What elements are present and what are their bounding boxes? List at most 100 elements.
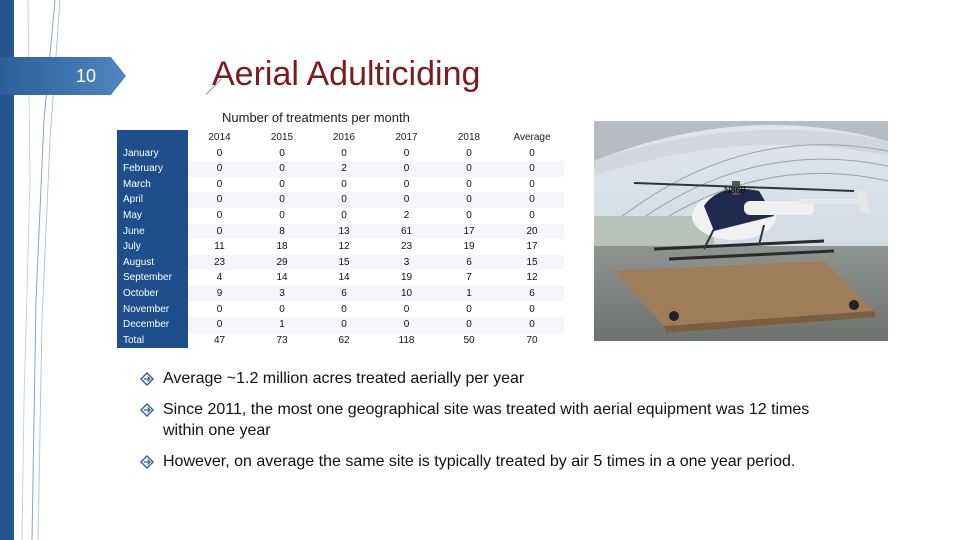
table-cell: 0 bbox=[500, 192, 564, 208]
table-cell: 47 bbox=[188, 332, 251, 349]
table-cell: 20 bbox=[500, 223, 564, 240]
bullet-text: Since 2011, the most one geographical si… bbox=[163, 401, 810, 439]
table-cell: 0 bbox=[438, 145, 500, 162]
table-row: January 0 0 0 0 0 0 bbox=[117, 145, 564, 162]
bullet-item: However, on average the same site is typ… bbox=[140, 451, 840, 472]
table-cell: 0 bbox=[313, 145, 375, 162]
table-row: April 0 0 0 0 0 0 bbox=[117, 192, 564, 208]
table-cell: 0 bbox=[500, 317, 564, 333]
left-accent-bar bbox=[0, 0, 14, 540]
table-cell: 0 bbox=[313, 192, 375, 208]
table-cell: 19 bbox=[375, 270, 438, 286]
table-cell: 2 bbox=[313, 161, 375, 177]
table-cell: 0 bbox=[438, 317, 500, 333]
row-label: May bbox=[117, 207, 188, 224]
table-cell: 0 bbox=[251, 176, 313, 193]
row-label: June bbox=[117, 223, 188, 240]
table-cell: 50 bbox=[438, 332, 500, 349]
table-cell: 62 bbox=[313, 332, 375, 349]
row-label: September bbox=[117, 270, 188, 286]
table-cell: 6 bbox=[438, 254, 500, 271]
diamond-arrow-icon bbox=[140, 455, 154, 469]
table-cell: 6 bbox=[500, 285, 564, 302]
table-cell: 19 bbox=[438, 239, 500, 255]
table-cell: 0 bbox=[500, 145, 564, 162]
table-row: June 0 8 13 61 17 20 bbox=[117, 223, 564, 240]
table-cell: 12 bbox=[313, 239, 375, 255]
table-cell: 0 bbox=[500, 161, 564, 177]
table-cell: 0 bbox=[500, 207, 564, 224]
table-cell: 0 bbox=[188, 192, 251, 208]
table-cell: 0 bbox=[188, 176, 251, 193]
table-cell: 4 bbox=[188, 270, 251, 286]
table-cell: 118 bbox=[375, 332, 438, 349]
table-cell: 14 bbox=[313, 270, 375, 286]
table-cell: 12 bbox=[500, 270, 564, 286]
table-cell: 0 bbox=[251, 301, 313, 318]
table-cell: 73 bbox=[251, 332, 313, 349]
bullet-item: Since 2011, the most one geographical si… bbox=[140, 399, 840, 441]
table-cell: 7 bbox=[438, 270, 500, 286]
table-cell: 11 bbox=[188, 239, 251, 255]
diamond-arrow-icon bbox=[140, 403, 154, 417]
table-cell: 2 bbox=[375, 207, 438, 224]
table-header-cell: 2015 bbox=[270, 132, 294, 143]
table-cell: 0 bbox=[313, 317, 375, 333]
table-cell: 0 bbox=[438, 176, 500, 193]
table-cell: 0 bbox=[375, 192, 438, 208]
table-header-cell: 2017 bbox=[395, 132, 418, 143]
table-cell: 0 bbox=[438, 192, 500, 208]
table-cell: 1 bbox=[251, 317, 313, 333]
table-cell: 3 bbox=[251, 285, 313, 302]
table-cell: 0 bbox=[375, 301, 438, 318]
table-cell: 0 bbox=[375, 145, 438, 162]
table-cell: 0 bbox=[375, 176, 438, 193]
table-row: July 11 18 12 23 19 17 bbox=[117, 239, 564, 255]
table-cell: 0 bbox=[188, 161, 251, 177]
table-cell: 0 bbox=[438, 207, 500, 224]
table-cell: 3 bbox=[375, 254, 438, 271]
table-header-cell: 2014 bbox=[208, 132, 231, 143]
table-cell: 0 bbox=[188, 145, 251, 162]
table-caption: Number of treatments per month bbox=[222, 110, 410, 125]
table-cell: 14 bbox=[251, 270, 313, 286]
table-corner-cell bbox=[117, 130, 188, 146]
table-cell: 0 bbox=[188, 301, 251, 318]
row-label: April bbox=[117, 192, 188, 208]
row-label: January bbox=[117, 145, 188, 162]
table-cell: 0 bbox=[500, 301, 564, 318]
table-cell: 0 bbox=[251, 207, 313, 224]
table-cell: 0 bbox=[188, 207, 251, 224]
table-header-cell: 2016 bbox=[332, 132, 356, 143]
table-cell: 1 bbox=[438, 285, 500, 302]
table-row: September 4 14 14 19 7 12 bbox=[117, 270, 564, 286]
table-cell: 23 bbox=[375, 239, 438, 255]
table-cell: 0 bbox=[313, 207, 375, 224]
table-cell: 8 bbox=[251, 223, 313, 240]
table-cell: 0 bbox=[251, 145, 313, 162]
bullet-text: However, on average the same site is typ… bbox=[163, 453, 796, 470]
row-label: November bbox=[117, 301, 188, 318]
treatments-table: 2014 2015 2016 2017 2018 Average January 0 0 0 0 0… bbox=[117, 130, 564, 350]
table-cell: 0 bbox=[375, 161, 438, 177]
row-label: July bbox=[117, 239, 188, 255]
table-cell: 0 bbox=[313, 301, 375, 318]
table-cell: 17 bbox=[500, 239, 564, 255]
bullet-item: Average ~1.2 million acres treated aeria… bbox=[140, 368, 840, 389]
table-cell: 0 bbox=[500, 176, 564, 193]
table-row: May 0 0 0 2 0 0 bbox=[117, 207, 564, 224]
table-row: August 23 29 15 3 6 15 bbox=[117, 254, 564, 271]
table-row: March 0 0 0 0 0 0 bbox=[117, 176, 564, 193]
table-cell: 61 bbox=[375, 223, 438, 240]
slide-number-tab bbox=[0, 57, 126, 95]
table-cell: 18 bbox=[251, 239, 313, 255]
bullet-text: Average ~1.2 million acres treated aeria… bbox=[163, 370, 525, 387]
table-row: November 0 0 0 0 0 0 bbox=[117, 301, 564, 318]
table-row: December 0 1 0 0 0 0 bbox=[117, 317, 564, 333]
diamond-arrow-icon bbox=[140, 372, 154, 386]
row-label: October bbox=[117, 285, 188, 302]
table-cell: 0 bbox=[438, 161, 500, 177]
table-cell: 0 bbox=[188, 317, 251, 333]
slide-title: Aerial Adulticiding bbox=[212, 55, 481, 93]
table-cell: 0 bbox=[188, 223, 251, 240]
